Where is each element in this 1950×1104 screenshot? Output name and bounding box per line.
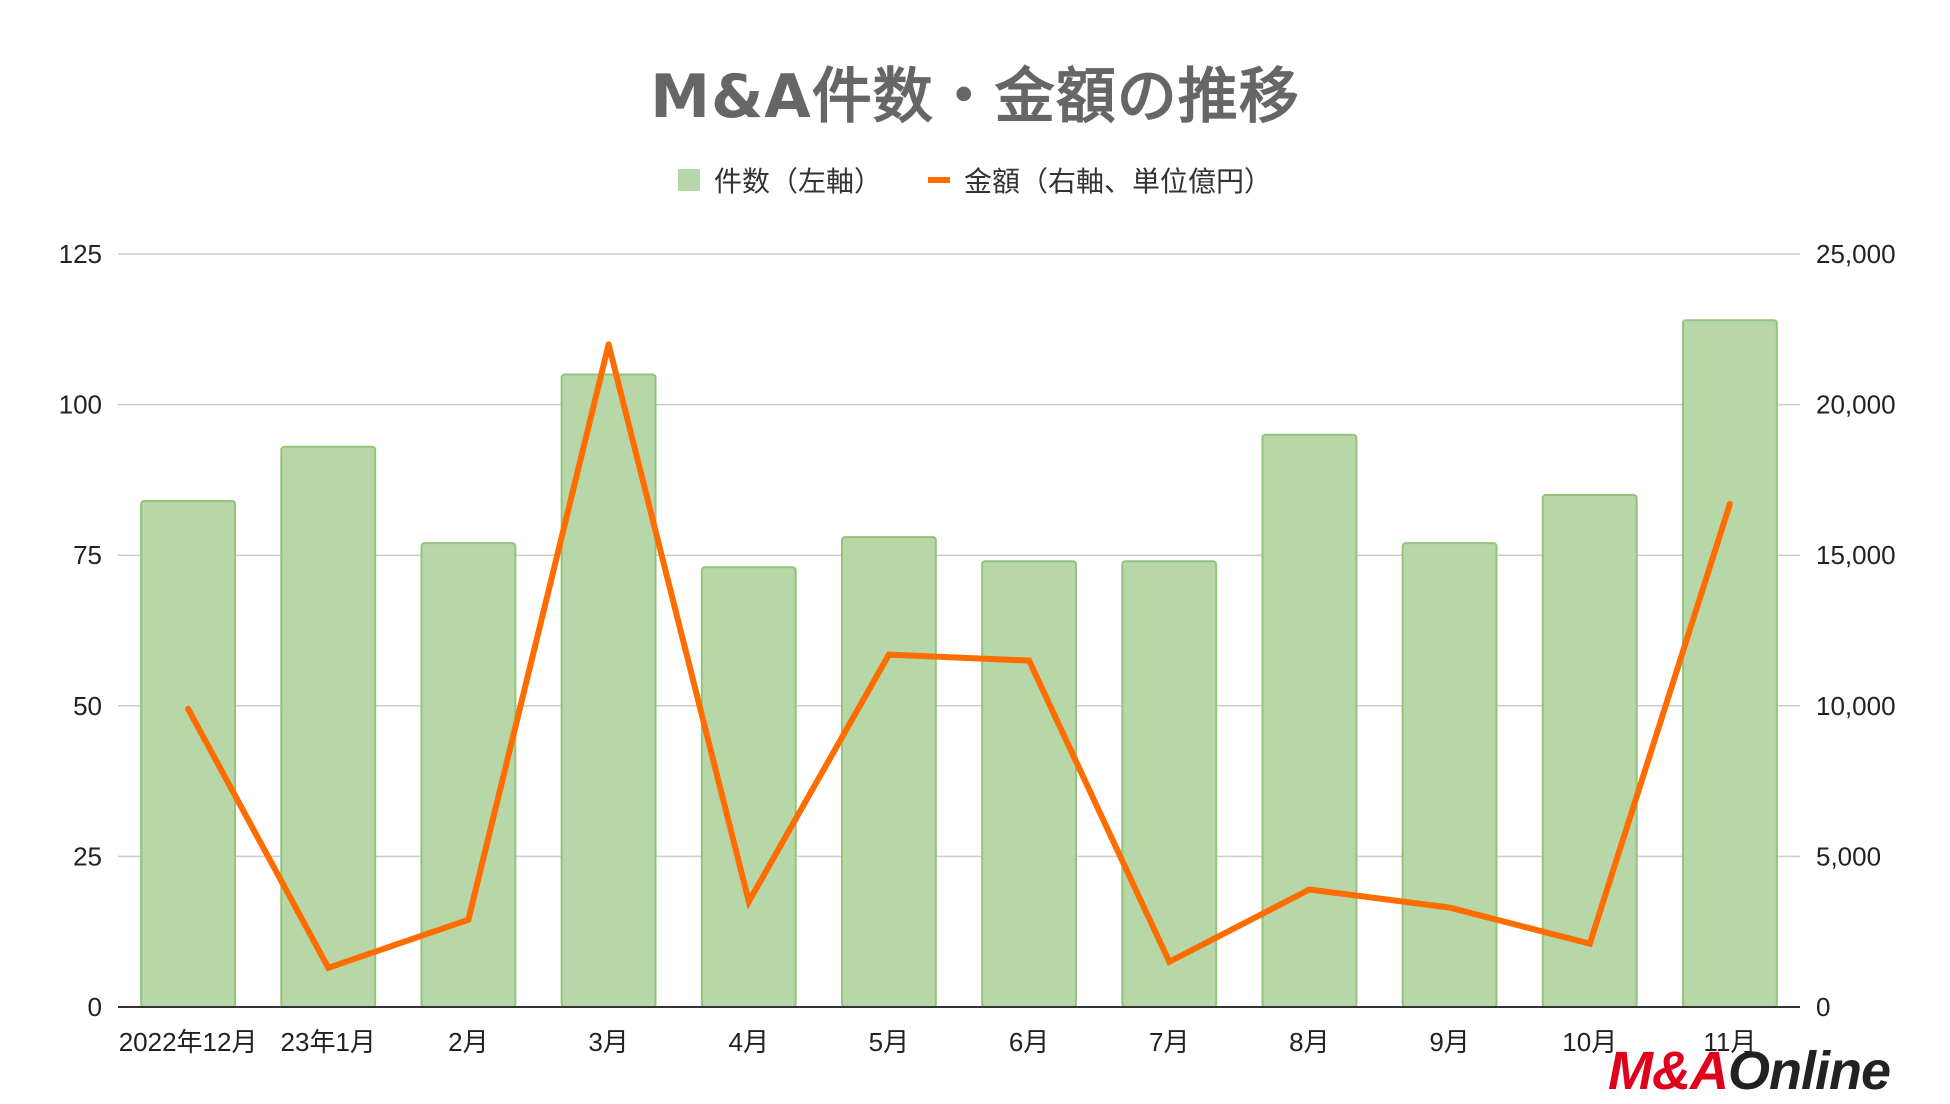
y-left-tick-label: 100 <box>59 390 102 420</box>
line-point <box>1726 500 1733 507</box>
line-point <box>465 916 472 923</box>
x-tick-label: 3月 <box>588 1027 628 1057</box>
legend-swatch-line <box>928 177 950 183</box>
x-tick-label: 2022年12月 <box>119 1027 258 1057</box>
x-tick-label: 11月 <box>1703 1027 1756 1057</box>
legend-label-amount: 金額（右軸、単位億円） <box>964 165 1273 198</box>
legend-item-amount: 金額（右軸、単位億円） <box>928 160 1272 200</box>
y-right-tick-label: 0 <box>1816 992 1830 1022</box>
y-left-tick-label: 0 <box>88 992 102 1022</box>
line-point <box>885 651 892 658</box>
y-right-tick-label: 20,000 <box>1816 390 1896 420</box>
x-tick-label: 5月 <box>869 1027 909 1057</box>
x-tick-label: 6月 <box>1009 1027 1049 1057</box>
legend-item-count: 件数（左軸） <box>677 160 882 200</box>
legend-swatch-bar <box>677 169 700 191</box>
x-tick-label: 9月 <box>1429 1027 1469 1057</box>
y-right-tick-label: 25,000 <box>1816 239 1896 269</box>
line-series-amount <box>185 343 1733 972</box>
line-point <box>325 964 332 971</box>
y-right-tick-label: 10,000 <box>1816 691 1896 721</box>
chart-title: M&A件数・金額の推移 <box>650 62 1300 132</box>
y-left-tick-label: 50 <box>73 691 102 721</box>
bar <box>1401 542 1498 1008</box>
x-tick-label: 2月 <box>448 1027 488 1057</box>
y-right-tick-label: 5,000 <box>1816 841 1881 871</box>
x-tick-label: 7月 <box>1149 1027 1189 1057</box>
x-tick-label: 23年1月 <box>281 1027 376 1057</box>
y-left-tick-label: 75 <box>73 540 102 570</box>
line-point <box>1586 940 1593 947</box>
bar <box>1121 560 1218 1008</box>
legend: 件数（左軸） 金額（右軸、単位億円） <box>0 160 1950 200</box>
line-point <box>605 341 612 348</box>
legend-label-count: 件数（左軸） <box>713 165 882 198</box>
bar <box>140 499 237 1008</box>
x-tick-label: 10月 <box>1562 1027 1617 1057</box>
x-tick-label: 8月 <box>1289 1027 1329 1057</box>
bar <box>1541 493 1638 1008</box>
y-left-tick-label: 25 <box>73 841 102 871</box>
bar <box>840 536 937 1008</box>
line-point <box>1026 657 1033 664</box>
line-point <box>1166 958 1173 965</box>
line-point <box>185 705 192 712</box>
line-point <box>745 898 752 905</box>
bar <box>1681 319 1778 1009</box>
x-tick-label: 4月 <box>729 1027 769 1057</box>
bar <box>280 445 377 1008</box>
brand-logo: M&AOnline <box>1608 1041 1891 1101</box>
bar <box>1261 433 1358 1009</box>
y-left-tick-label: 125 <box>59 239 102 269</box>
line-point <box>1306 886 1313 893</box>
line-point <box>1446 904 1453 911</box>
bar <box>981 560 1078 1008</box>
y-right-tick-label: 15,000 <box>1816 540 1896 570</box>
bar <box>700 566 797 1008</box>
